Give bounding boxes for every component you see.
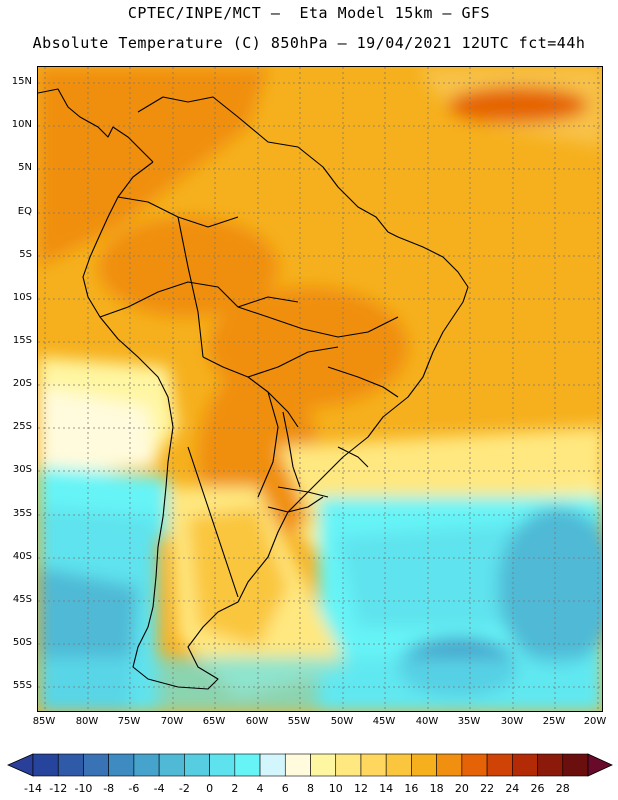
colorbar-label: -8 <box>103 782 115 795</box>
colorbar-swatch <box>184 753 210 777</box>
colorbar-swatch <box>133 753 160 777</box>
lon-label: 75W <box>117 716 141 727</box>
lon-label: 65W <box>202 716 226 727</box>
colorbar-label: 26 <box>530 782 545 795</box>
colorbar-swatch <box>310 753 337 777</box>
colorbar-swatch <box>57 753 84 777</box>
lon-label: 60W <box>245 716 269 727</box>
lon-label: 85W <box>32 716 56 727</box>
colorbar-swatch <box>83 753 109 777</box>
colorbar-label: 14 <box>379 782 394 795</box>
lon-label: 45W <box>372 716 396 727</box>
lon-label: 35W <box>457 716 481 727</box>
lon-label: 25W <box>542 716 566 727</box>
colorbar-swatch <box>32 753 59 777</box>
colorbar-swatch <box>486 753 513 777</box>
colorbar-swatch <box>411 753 437 777</box>
colorbar <box>7 753 613 777</box>
colorbar-label: -14 <box>24 782 42 795</box>
lon-label: 70W <box>160 716 184 727</box>
colorbar-label: 16 <box>404 782 419 795</box>
colorbar-label: 8 <box>307 782 314 795</box>
colorbar-swatch <box>512 753 538 777</box>
colorbar-label: 2 <box>231 782 239 795</box>
lat-label: 10N <box>11 119 32 130</box>
temperature-map <box>37 66 603 712</box>
colorbar-swatch <box>284 753 311 777</box>
colorbar-swatch <box>108 753 135 777</box>
colorbar-swatch <box>335 753 362 777</box>
lat-label: 5S <box>19 249 32 260</box>
colorbar-swatches <box>7 753 613 777</box>
lon-label: 20W <box>583 716 607 727</box>
colorbar-swatch <box>436 753 463 777</box>
colorbar-arrow-left <box>7 753 34 777</box>
lat-label: 5N <box>18 162 32 173</box>
lon-label: 40W <box>415 716 439 727</box>
colorbar-label: -2 <box>178 782 190 795</box>
colorbar-label: 12 <box>353 782 368 795</box>
colorbar-label: 0 <box>206 782 214 795</box>
colorbar-swatch <box>537 753 564 777</box>
coastlines <box>38 88 469 690</box>
lon-label: 50W <box>330 716 354 727</box>
lat-label: 15S <box>12 335 32 346</box>
colorbar-label: -12 <box>49 782 68 795</box>
temperature-field <box>38 67 602 711</box>
lat-label: EQ <box>17 206 32 217</box>
colorbar-label: 10 <box>328 782 343 795</box>
lat-label: 30S <box>12 464 32 475</box>
lon-label: 30W <box>500 716 524 727</box>
lon-label: 55W <box>287 716 311 727</box>
colorbar-label: 24 <box>505 782 520 795</box>
colorbar-label: 22 <box>480 782 495 795</box>
title-line-1: CPTEC/INPE/MCT – Eta Model 15km – GFS <box>127 4 491 22</box>
colorbar-label: 28 <box>555 782 570 795</box>
colorbar-swatch <box>209 753 236 777</box>
map-svg <box>38 67 602 711</box>
lon-label: 80W <box>75 716 99 727</box>
lat-label: 50S <box>12 637 32 648</box>
lat-label: 35S <box>12 508 32 519</box>
grid-lines <box>38 67 602 711</box>
colorbar-label: -4 <box>153 782 165 795</box>
lat-label: 10S <box>12 292 32 303</box>
colorbar-swatch <box>158 753 185 777</box>
colorbar-label: 4 <box>256 782 264 795</box>
colorbar-swatch <box>259 753 286 777</box>
lat-label: 45S <box>12 594 32 605</box>
colorbar-swatch <box>385 753 412 777</box>
colorbar-label: -10 <box>74 782 93 795</box>
colorbar-label: -6 <box>128 782 140 795</box>
lat-label: 15N <box>11 76 32 87</box>
lat-label: 20S <box>12 378 32 389</box>
colorbar-arrow-right <box>587 753 613 777</box>
colorbar-swatch <box>360 753 387 777</box>
lat-label: 40S <box>12 551 32 562</box>
colorbar-swatch <box>234 753 261 777</box>
colorbar-label: 20 <box>454 782 469 795</box>
lat-label: 25S <box>12 421 32 432</box>
lat-label: 55S <box>12 680 32 691</box>
colorbar-label: 6 <box>281 782 289 795</box>
colorbar-swatch <box>562 753 589 777</box>
title-line-2: Absolute Temperature (C) 850hPa – 19/04/… <box>32 34 586 52</box>
colorbar-label: 18 <box>429 782 444 795</box>
colorbar-swatch <box>461 753 488 777</box>
